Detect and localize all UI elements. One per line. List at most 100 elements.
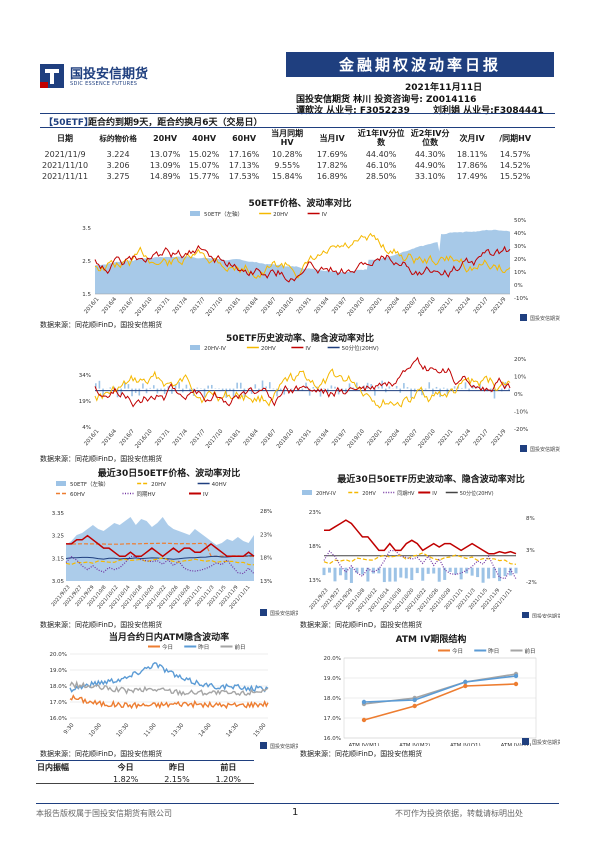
watermark-text: 国投安信期货	[530, 315, 560, 322]
company-name-en: SDIC ESSENCE FUTURES	[70, 81, 138, 87]
spread-bar	[481, 567, 485, 583]
company-name: 国投安信期货	[70, 67, 149, 82]
x-tick-label: 2021/1	[437, 296, 454, 315]
spread-bar	[131, 388, 133, 397]
table-row: 2021/11/9 3.224 13.07% 15.02% 17.16% 10.28% 17…	[40, 149, 538, 160]
chart1-source: 数据来源：同花顺iFinD，国投安信期货	[40, 321, 163, 329]
spread-bar	[487, 567, 491, 579]
table-cell: 28.50%	[365, 172, 397, 181]
x-tick-label: 2021/7	[473, 296, 490, 315]
table-header: 日期	[57, 133, 74, 143]
spread-bar	[268, 382, 271, 389]
spread-bar	[448, 567, 452, 572]
section-top-rule	[40, 113, 555, 114]
table-cell: 2021/11/9	[44, 150, 86, 159]
table-header: 近2年IV分位数	[410, 129, 450, 147]
term-point	[463, 679, 468, 685]
spread-bar	[432, 388, 434, 395]
iv-line	[94, 356, 511, 408]
table-cell: 46.10%	[365, 161, 397, 170]
spread-bar	[370, 384, 373, 389]
table-header: 近1年IV分位数	[357, 129, 405, 147]
x-tick-label: 2017/1	[154, 296, 171, 315]
x-tick-label: 2019/1	[296, 428, 313, 447]
spread-bar	[404, 567, 408, 579]
x-tick-label: 2020/7	[402, 428, 419, 447]
x-tick-label: 2017/10	[205, 428, 225, 450]
analyst-line-2: 谭歆汝 从业号: F3052239	[296, 106, 410, 116]
y-tick-label: -10%	[514, 296, 528, 302]
x-tick-label: 10:30	[116, 722, 131, 738]
table-cell: 44.90%	[414, 161, 446, 170]
table-header: 当月IV	[319, 133, 345, 143]
spread-bar	[174, 384, 177, 389]
spread-bar	[437, 567, 441, 582]
x-tick-label: 2018/1	[225, 428, 242, 447]
spread-bar	[509, 567, 513, 576]
spread-bar	[424, 388, 427, 390]
spread-bar	[210, 384, 213, 389]
chart1-title: 50ETF价格、波动率对比	[248, 199, 352, 209]
iv-line	[94, 244, 511, 283]
spread-bar	[382, 567, 386, 583]
y-tick-label: 23%	[309, 510, 321, 516]
spread-bar	[250, 388, 253, 394]
y-tick-label: 18.0%	[324, 696, 341, 702]
table-header: /同期HV	[499, 133, 532, 143]
price-area	[66, 517, 254, 581]
table-cell: 14.89%	[149, 172, 181, 181]
table-cell: 17.53%	[228, 172, 260, 181]
spread-bar	[470, 567, 474, 576]
x-tick-label: 2020/7	[402, 296, 419, 315]
amplitude-label: 日内振幅	[37, 763, 69, 772]
spread-bar	[508, 388, 510, 391]
y-tick-label: -20%	[514, 427, 528, 433]
legend-label: 同期HV	[137, 491, 156, 498]
x-tick-label: ATM IV(Q2)	[501, 743, 532, 746]
spread-bar	[305, 382, 307, 389]
spread-bar	[337, 388, 340, 395]
table-cell: 15.77%	[188, 172, 220, 181]
spread-bar	[98, 380, 101, 389]
legend-label: 20HV-IV	[316, 491, 337, 497]
x-tick-label: 2020/1	[367, 296, 384, 315]
watermark-text: 国投安信期货	[270, 610, 298, 617]
footer-copyright: 本报告版权属于国投安信期货有限公司	[36, 809, 172, 818]
spread-bar	[500, 388, 503, 392]
y-tick-label: 17.0%	[324, 716, 341, 722]
legend-label: 前日	[235, 643, 246, 651]
y-tick-label: 0%	[514, 392, 523, 398]
x-tick-label: 2016/1	[83, 296, 100, 315]
spread-bar	[459, 567, 463, 580]
x-tick-label: 2019/4	[314, 296, 331, 315]
chart3-title: 最近30日50ETF价格、波动率对比	[97, 469, 241, 479]
term-point	[412, 703, 417, 709]
spread-bar	[272, 388, 275, 390]
y-tick-label: 0%	[514, 283, 523, 289]
spread-bar	[486, 388, 489, 392]
spread-bar	[457, 386, 460, 389]
x-tick-label: 2019/4	[314, 428, 331, 447]
watermark-logo-icon	[522, 612, 529, 618]
iv-line	[324, 519, 517, 555]
y-tick-label: 1.5	[82, 292, 91, 298]
y-tick-label: 3.5	[82, 226, 91, 232]
footer-disclaimer: 不可作为投资依据，转载请标明出处	[395, 809, 523, 818]
chart2-hv-iv: 34%19%4%20%10%0%-10%-20%2016/1 2016/4 2016…	[79, 344, 560, 453]
table-cell: 14.52%	[499, 161, 531, 170]
spread-bar	[142, 383, 144, 389]
spread-bar	[388, 386, 391, 389]
spread-bar	[442, 387, 445, 389]
legend-label: 50ETF（左轴）	[70, 480, 109, 488]
legend-label: 50分位(20HV)	[460, 490, 494, 497]
spread-bar	[366, 382, 369, 389]
x-tick-label: 2016/7	[119, 296, 136, 315]
table-cell: 44.40%	[365, 150, 397, 159]
spread-bar	[493, 388, 496, 399]
spread-bar	[196, 387, 199, 389]
table-cell: 14.57%	[499, 150, 531, 159]
x-tick-label: 2017/10	[205, 296, 225, 318]
chart6-source: 数据来源：同花顺iFinD，国投安信期货	[300, 750, 423, 758]
spread-bar	[377, 386, 380, 389]
table-cell: 17.49%	[456, 172, 488, 181]
